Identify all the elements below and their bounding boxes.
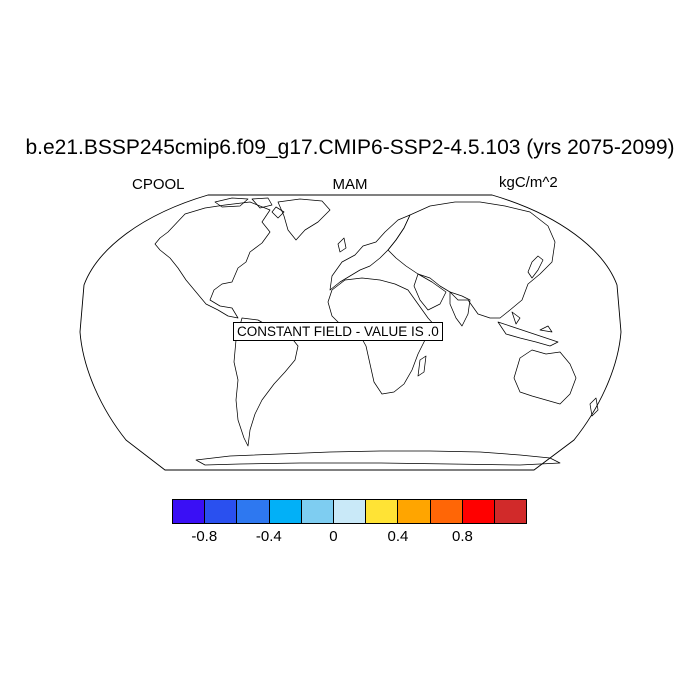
colorbar [172, 499, 527, 524]
colorbar-swatch [494, 500, 527, 523]
colorbar-swatch [237, 500, 270, 523]
colorbar-swatch [462, 500, 495, 523]
colorbar-tick-label: 0 [329, 528, 338, 545]
colorbar-swatch [333, 500, 367, 523]
variable-label: CPOOL [132, 176, 185, 193]
units-label: kgC/m^2 [499, 174, 558, 191]
arabia-coastline [413, 273, 447, 311]
colorbar-swatch [269, 500, 302, 523]
new-zealand-coastline [589, 397, 599, 417]
colorbar-swatch [173, 500, 206, 523]
greenland-coastline [277, 198, 331, 241]
constant-field-message: CONSTANT FIELD - VALUE IS .0 [233, 322, 443, 341]
asia-coastline [387, 201, 556, 319]
colorbar-swatch [366, 500, 399, 523]
japan-coastline [527, 255, 544, 279]
colorbar-tick-label: 0.4 [387, 528, 409, 545]
madagascar-coastline [417, 355, 427, 377]
australia-coastline [513, 349, 577, 405]
antarctica-coastline [195, 450, 561, 466]
season-label: MAM [332, 176, 368, 193]
maritime-se-asia [497, 311, 559, 347]
colorbar-swatch [430, 500, 463, 523]
plot-title: b.e21.BSSP245cmip6.f09_g17.CMIP6-SSP2-4.… [25, 136, 675, 159]
colorbar-tick-label: 0.8 [452, 528, 473, 545]
colorbar-swatch [205, 500, 238, 523]
colorbar-swatch [301, 500, 334, 523]
india-coastline [449, 291, 471, 327]
colorbar-swatch [398, 500, 431, 523]
colorbar-tick-label: -0.8 [191, 528, 218, 545]
colorbar-tick-label: -0.4 [255, 528, 282, 545]
north-america-coastline [154, 201, 271, 319]
british-isles [337, 237, 347, 253]
